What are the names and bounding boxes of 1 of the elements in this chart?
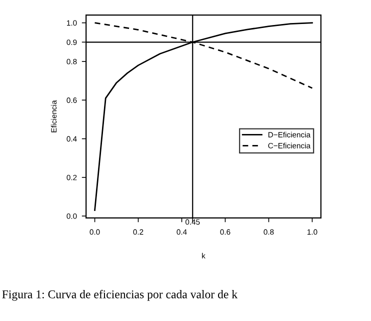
text: Figura 1: Curva de eficiencias por cada valor de k — [2, 290, 238, 301]
